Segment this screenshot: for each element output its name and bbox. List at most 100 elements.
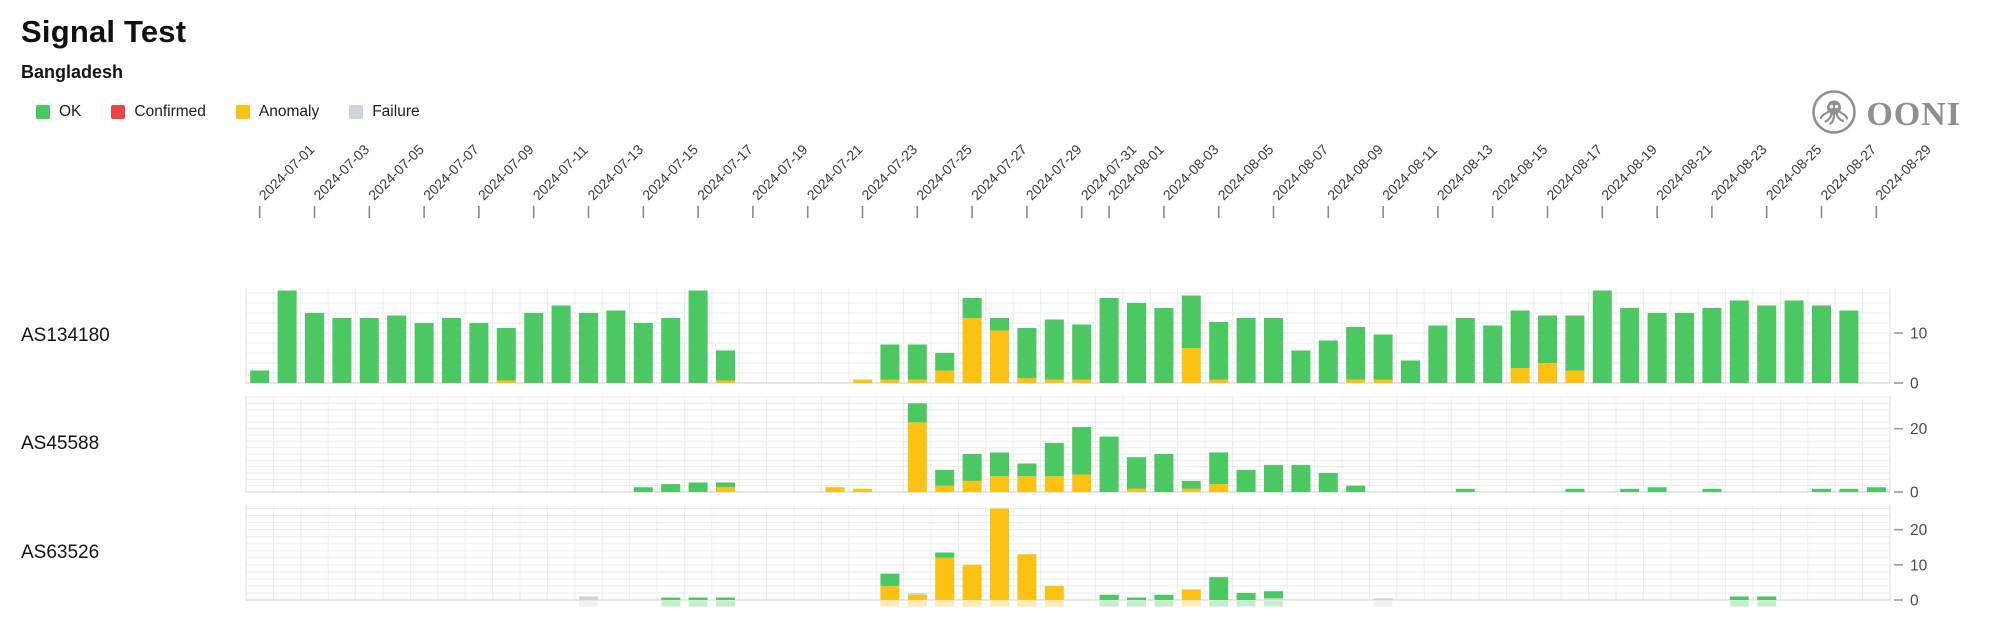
bar-AS63526-2024-07-25-failure[interactable] [907, 592, 927, 595]
bar-AS134180-2024-08-04-anomaly[interactable] [1181, 348, 1201, 383]
bar-AS134180-2024-07-12-ok[interactable] [551, 305, 571, 384]
bar-AS45588-2024-07-16-ok[interactable] [661, 484, 681, 492]
bar-AS45588-2024-07-15-ok[interactable] [633, 487, 653, 492]
bar-AS134180-2024-07-06-ok[interactable] [387, 315, 407, 384]
bar-AS134180-2024-08-10-ok[interactable] [1346, 327, 1366, 380]
bar-AS134180-2024-08-04-ok[interactable] [1181, 295, 1201, 349]
bar-AS134180-2024-08-03-ok[interactable] [1154, 308, 1174, 383]
bar-AS45588-2024-08-06-ok[interactable] [1236, 469, 1256, 492]
bar-AS45588-2024-08-18-ok[interactable] [1565, 488, 1585, 492]
bar-AS63526-2024-08-11-failure[interactable] [1373, 598, 1393, 600]
bar-AS134180-2024-08-01-ok[interactable] [1099, 298, 1119, 383]
bar-AS134180-2024-07-28-anomaly[interactable] [990, 330, 1009, 384]
bar-AS134180-2024-08-13-ok[interactable] [1428, 325, 1448, 384]
bar-AS45588-2024-08-28-ok[interactable] [1839, 488, 1859, 492]
bar-AS45588-2024-08-01-ok[interactable] [1099, 436, 1119, 492]
bar-AS45588-2024-07-25-ok[interactable] [907, 403, 927, 423]
bar-AS134180-2024-07-05-ok[interactable] [359, 318, 379, 383]
bar-AS45588-2024-07-26-ok[interactable] [935, 469, 955, 486]
bar-AS63526-2024-07-29-anomaly[interactable] [1017, 554, 1037, 600]
bar-AS134180-2024-07-27-anomaly[interactable] [962, 318, 982, 383]
bar-AS45588-2024-08-08-ok[interactable] [1291, 465, 1311, 492]
bar-AS134180-2024-07-09-ok[interactable] [469, 323, 489, 383]
bar-AS134180-2024-07-25-anomaly[interactable] [907, 379, 927, 384]
bar-AS63526-2024-07-28-anomaly[interactable] [990, 508, 1009, 600]
bar-AS63526-2024-07-13-failure[interactable] [579, 596, 598, 600]
bar-AS134180-2024-08-26-ok[interactable] [1784, 300, 1804, 384]
bar-AS134180-2024-08-11-ok[interactable] [1373, 334, 1393, 380]
bar-AS45588-2024-08-04-anomaly[interactable] [1181, 488, 1201, 492]
bar-AS45588-2024-07-29-anomaly[interactable] [1017, 476, 1037, 492]
bar-AS134180-2024-08-18-anomaly[interactable] [1565, 370, 1585, 384]
bar-AS134180-2024-07-10-ok[interactable] [496, 328, 516, 381]
bar-AS134180-2024-08-20-ok[interactable] [1620, 308, 1640, 383]
bar-AS45588-2024-08-09-ok[interactable] [1318, 473, 1338, 492]
bar-AS134180-2024-07-29-anomaly[interactable] [1017, 378, 1037, 383]
bar-AS134180-2024-07-24-anomaly[interactable] [880, 379, 900, 384]
bar-AS45588-2024-07-18-ok[interactable] [716, 482, 735, 488]
bar-AS134180-2024-08-24-ok[interactable] [1729, 300, 1749, 384]
bar-AS45588-2024-08-27-ok[interactable] [1812, 488, 1831, 492]
legend-item-anomaly[interactable]: Anomaly [235, 103, 319, 121]
bar-AS45588-2024-07-28-anomaly[interactable] [990, 476, 1009, 492]
bar-AS45588-2024-08-05-ok[interactable] [1209, 452, 1229, 485]
bar-AS134180-2024-08-22-ok[interactable] [1675, 313, 1694, 383]
bar-AS134180-2024-08-09-ok[interactable] [1318, 340, 1338, 384]
legend-item-failure[interactable]: Failure [349, 103, 420, 121]
bar-AS134180-2024-07-16-ok[interactable] [661, 318, 681, 383]
bar-AS63526-2024-08-25-ok[interactable] [1757, 596, 1777, 600]
bar-AS134180-2024-07-02-ok[interactable] [277, 290, 297, 384]
bar-AS45588-2024-08-23-ok[interactable] [1702, 488, 1722, 492]
bar-AS63526-2024-08-07-ok[interactable] [1264, 591, 1283, 599]
bar-AS45588-2024-08-07-ok[interactable] [1264, 465, 1283, 492]
bar-AS45588-2024-07-17-ok[interactable] [688, 482, 708, 493]
bar-AS63526-2024-08-07-failure[interactable] [1264, 598, 1283, 600]
bar-AS134180-2024-07-17-ok[interactable] [688, 290, 708, 384]
bar-AS63526-2024-07-24-ok[interactable] [880, 573, 900, 586]
bar-AS134180-2024-08-06-ok[interactable] [1236, 318, 1256, 383]
bar-AS45588-2024-07-25-anomaly[interactable] [907, 422, 927, 492]
bar-AS45588-2024-08-05-anomaly[interactable] [1209, 484, 1229, 492]
bar-AS134180-2024-07-10-anomaly[interactable] [496, 380, 516, 384]
bar-AS45588-2024-07-18-anomaly[interactable] [716, 487, 735, 492]
bar-AS134180-2024-08-08-ok[interactable] [1291, 350, 1311, 384]
bar-AS134180-2024-08-15-ok[interactable] [1483, 325, 1503, 384]
bar-AS134180-2024-07-28-ok[interactable] [990, 318, 1009, 331]
bar-AS45588-2024-07-28-ok[interactable] [990, 452, 1009, 477]
bar-AS45588-2024-08-02-anomaly[interactable] [1127, 488, 1146, 492]
bar-AS134180-2024-08-07-ok[interactable] [1264, 318, 1283, 383]
bar-AS134180-2024-07-26-ok[interactable] [935, 353, 955, 371]
bar-AS134180-2024-08-21-ok[interactable] [1647, 313, 1667, 383]
bar-AS134180-2024-07-15-ok[interactable] [633, 323, 653, 383]
bar-AS134180-2024-08-25-ok[interactable] [1757, 305, 1777, 384]
bar-AS45588-2024-07-29-ok[interactable] [1017, 463, 1037, 477]
bar-AS134180-2024-07-18-ok[interactable] [716, 350, 735, 381]
bar-AS45588-2024-07-31-ok[interactable] [1072, 427, 1092, 475]
bar-AS134180-2024-08-05-ok[interactable] [1209, 322, 1229, 380]
bar-AS45588-2024-07-30-ok[interactable] [1044, 442, 1064, 477]
bar-AS134180-2024-08-12-ok[interactable] [1401, 360, 1420, 384]
bar-AS134180-2024-08-10-anomaly[interactable] [1346, 379, 1366, 384]
bar-AS63526-2024-07-26-anomaly[interactable] [935, 557, 955, 600]
bar-AS134180-2024-08-05-anomaly[interactable] [1209, 379, 1229, 384]
bar-AS134180-2024-08-16-anomaly[interactable] [1510, 368, 1530, 383]
bar-AS134180-2024-07-11-ok[interactable] [524, 313, 544, 383]
ooni-logo[interactable]: OONI [1810, 88, 1961, 141]
bar-AS134180-2024-08-27-ok[interactable] [1812, 305, 1831, 384]
bar-AS63526-2024-08-05-ok[interactable] [1209, 577, 1229, 600]
bar-AS134180-2024-07-08-ok[interactable] [442, 318, 461, 383]
bar-AS63526-2024-07-18-ok[interactable] [716, 597, 735, 600]
bar-AS63526-2024-07-27-anomaly[interactable] [962, 564, 982, 600]
bar-AS134180-2024-07-13-ok[interactable] [579, 313, 598, 383]
bar-AS134180-2024-07-25-ok[interactable] [907, 344, 927, 380]
bar-AS134180-2024-08-28-ok[interactable] [1839, 310, 1859, 384]
bar-AS134180-2024-08-16-ok[interactable] [1510, 310, 1530, 369]
bar-AS45588-2024-07-23-anomaly[interactable] [853, 488, 872, 492]
bar-AS134180-2024-07-18-anomaly[interactable] [716, 380, 735, 384]
bar-AS45588-2024-08-03-ok[interactable] [1154, 454, 1174, 492]
bar-AS134180-2024-08-23-ok[interactable] [1702, 308, 1722, 383]
bar-AS134180-2024-07-29-ok[interactable] [1017, 328, 1037, 378]
bar-AS63526-2024-07-24-anomaly[interactable] [880, 585, 900, 600]
bar-AS63526-2024-07-26-ok[interactable] [935, 552, 955, 558]
legend-item-confirmed[interactable]: Confirmed [111, 103, 206, 121]
